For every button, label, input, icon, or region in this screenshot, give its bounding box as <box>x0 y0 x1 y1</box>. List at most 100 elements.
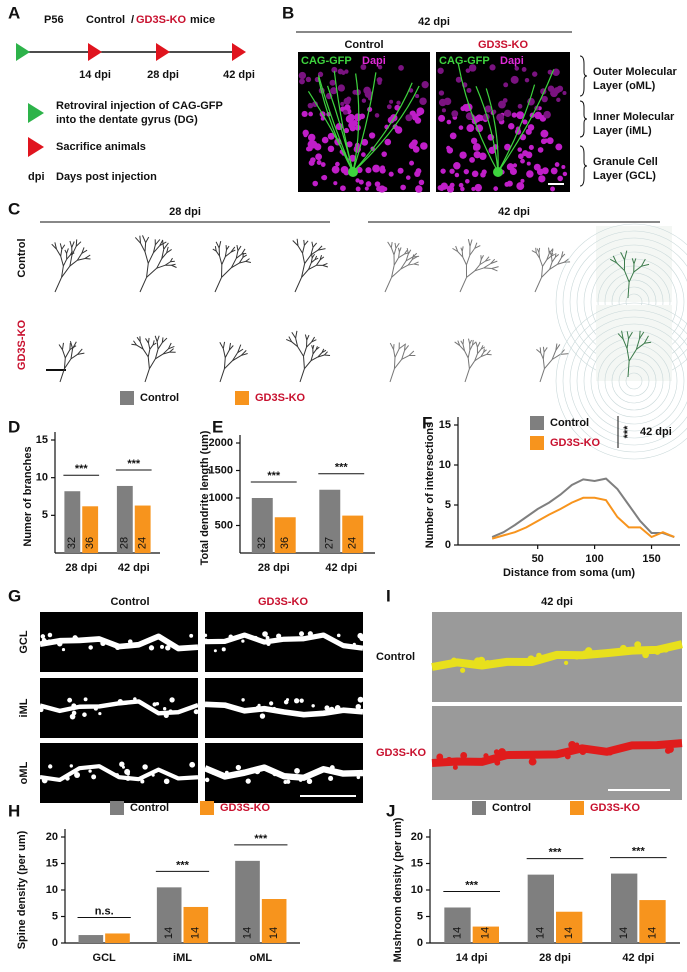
nucleus <box>488 146 496 154</box>
dendrite-trace <box>302 245 305 254</box>
panel-letter: D <box>8 417 20 436</box>
sholl-ring <box>597 344 671 418</box>
spine-3d <box>559 749 567 757</box>
dendrite-trace <box>548 248 554 254</box>
dendrite-trace <box>550 249 554 256</box>
nucleus <box>468 64 477 72</box>
dendrite <box>352 85 420 173</box>
nucleus <box>459 151 467 159</box>
nucleus <box>388 171 394 177</box>
layer-label: Outer Molecular <box>593 66 677 78</box>
dendrite-trace <box>225 251 232 258</box>
row-label: Control <box>16 238 28 277</box>
dendrite-trace <box>163 242 169 250</box>
dendrite-trace <box>144 368 150 383</box>
dendrite-trace <box>413 261 419 265</box>
y-tick-label: 10 <box>36 472 48 484</box>
dendrite-trace <box>641 263 650 267</box>
dendrite-trace <box>643 335 649 344</box>
nucleus <box>298 71 307 80</box>
dendrite-trace <box>245 258 250 262</box>
x-tick-label: 150 <box>642 553 660 565</box>
spine <box>126 772 130 776</box>
dendrite-trace <box>467 350 471 359</box>
nucleus <box>458 182 464 188</box>
dendrite-trace <box>241 353 248 356</box>
significance: *** <box>75 463 89 475</box>
dendrite-trace <box>69 341 74 349</box>
dendrite-trace <box>549 263 558 270</box>
dendrite-trace <box>84 254 91 259</box>
spine <box>117 699 123 705</box>
dendrite-trace <box>297 245 303 254</box>
dendrite-trace <box>551 353 561 360</box>
nucleus <box>438 90 445 96</box>
nucleus <box>308 111 313 117</box>
significance: *** <box>267 470 281 482</box>
dendrite-trace <box>54 277 62 293</box>
spine <box>356 775 361 780</box>
nucleus <box>299 78 305 85</box>
nucleus <box>321 174 328 181</box>
nucleus <box>511 112 517 118</box>
timepoint: 28 dpi <box>147 69 179 81</box>
dendrite-trace <box>405 256 414 262</box>
nucleus <box>469 157 475 163</box>
nucleus <box>368 132 376 139</box>
spine <box>168 709 173 714</box>
dendrite-trace <box>296 238 299 246</box>
spine <box>72 635 78 641</box>
sholl-ring <box>618 365 650 397</box>
spine-3d <box>508 658 514 664</box>
dendrite <box>485 88 499 173</box>
nucleus <box>466 87 472 93</box>
spine <box>82 712 87 717</box>
dendrite-trace <box>394 348 400 358</box>
spine-3d <box>527 655 535 663</box>
nucleus <box>521 66 527 72</box>
dendrite-trace <box>557 257 562 265</box>
nucleus <box>420 142 428 150</box>
spine-3d <box>654 648 661 655</box>
dendrite-trace <box>464 350 469 359</box>
spine-3d <box>519 751 527 759</box>
dendrite <box>352 73 360 173</box>
dendrite-trace <box>301 269 309 278</box>
nucleus <box>489 64 496 71</box>
nucleus <box>506 180 513 187</box>
spine-3d <box>452 764 458 770</box>
stain-label: Dapi <box>500 55 524 67</box>
nucleus <box>365 167 372 174</box>
dendrite-trace <box>628 331 633 339</box>
nucleus <box>303 132 308 138</box>
dendrite-trace <box>156 264 166 269</box>
nucleus <box>522 150 529 157</box>
nucleus <box>528 144 534 150</box>
dendrite-trace <box>224 360 233 370</box>
dendrite-trace <box>322 264 329 268</box>
dendrite-trace <box>153 245 161 254</box>
spine <box>336 633 341 638</box>
dendrite-trace <box>156 258 163 269</box>
nucleus <box>400 184 406 191</box>
dendrite-trace <box>393 349 396 358</box>
y-tick-label: 0 <box>445 539 451 551</box>
sample-size: 27 <box>324 537 336 549</box>
spine <box>165 645 171 651</box>
nucleus <box>365 181 372 187</box>
sholl-ring <box>576 323 687 439</box>
spine <box>133 697 137 701</box>
spine <box>306 778 313 785</box>
spine <box>38 707 44 713</box>
nucleus <box>510 75 519 84</box>
spine <box>245 778 251 784</box>
nucleus <box>343 127 350 134</box>
nucleus <box>310 157 316 163</box>
dendrite-trace <box>393 248 397 256</box>
dendrite-trace <box>133 340 137 346</box>
sample-size: 14 <box>190 927 202 939</box>
dendrite-trace <box>462 339 465 345</box>
spine <box>71 710 77 716</box>
dendrite-trace <box>310 353 314 361</box>
dendrite-trace <box>310 356 319 362</box>
